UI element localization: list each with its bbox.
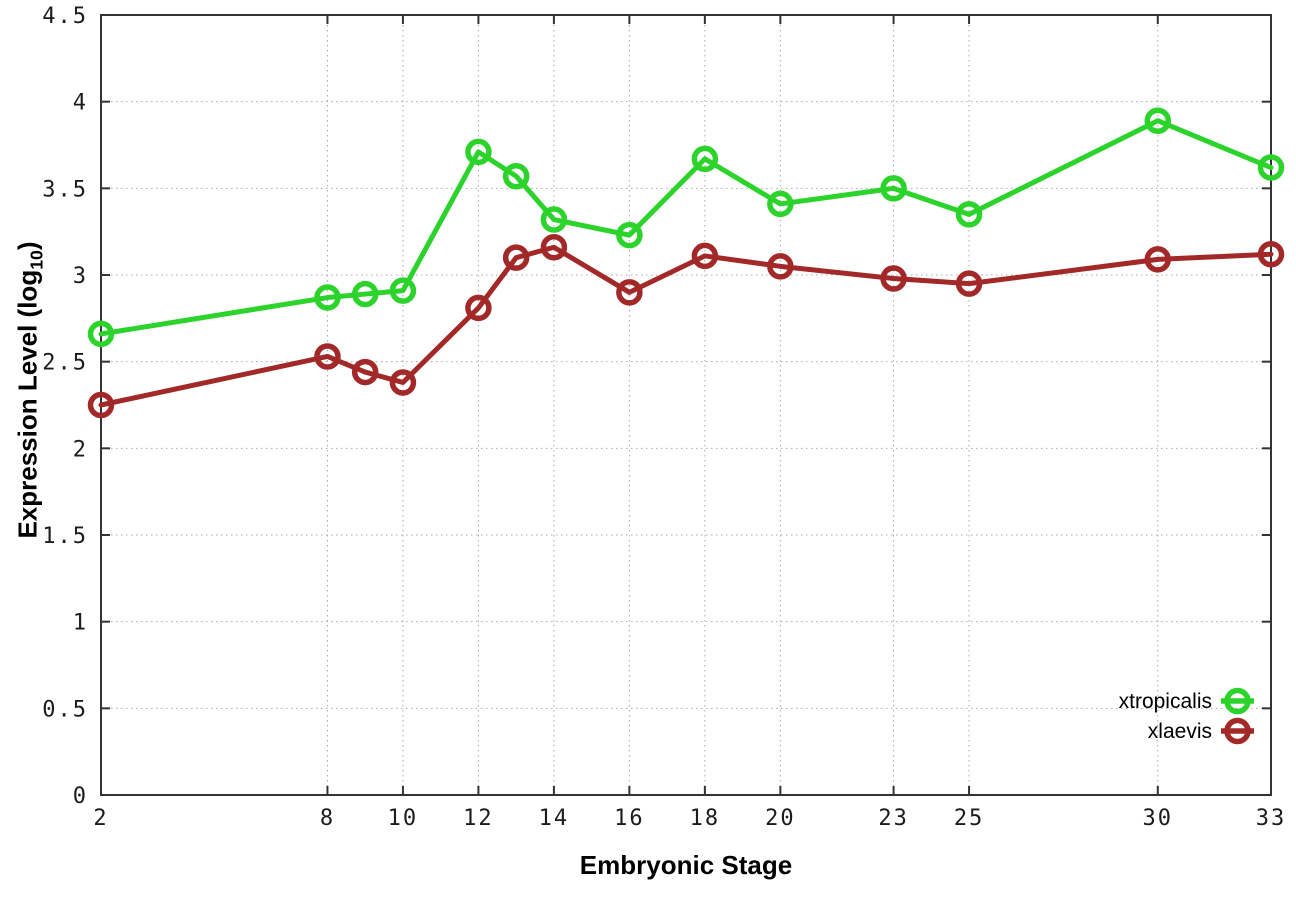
data-point-marker-xlaevis (87, 391, 115, 419)
x-tick-label: 20 (765, 806, 796, 831)
x-tick-label: 16 (614, 806, 645, 831)
x-tick-label: 2 (93, 806, 108, 831)
data-point-marker-xtropicalis (691, 145, 719, 173)
y-tick-label: 0 (73, 784, 88, 809)
x-tick-label: 10 (388, 806, 419, 831)
data-point-marker-xtropicalis (314, 284, 341, 311)
data-point-marker-xtropicalis (880, 175, 907, 202)
data-point-marker-xlaevis (1257, 240, 1285, 268)
x-tick-label: 25 (954, 806, 985, 831)
data-point-marker-xtropicalis (502, 162, 530, 190)
y-axis-title: Expression Level (log10) (12, 241, 47, 538)
data-point-marker-xtropicalis (955, 201, 983, 228)
data-point-marker-xlaevis (389, 369, 417, 396)
data-point-marker-xtropicalis (616, 221, 643, 249)
data-point-marker-xlaevis (691, 242, 719, 270)
y-tick-label: 0.5 (42, 697, 88, 722)
y-axis-title-text: Expression Level (log (12, 269, 43, 539)
legend-label-xlaevis: xlaevis (1148, 720, 1212, 743)
data-point-marker-xlaevis (767, 253, 794, 280)
x-axis-title: Embryonic Stage (579, 850, 793, 880)
data-point-marker-xtropicalis (465, 138, 492, 166)
data-point-marker-xlaevis (502, 244, 530, 271)
y-tick-label: 3 (73, 264, 88, 289)
legend: xtropicalis xlaevis (1119, 687, 1254, 745)
data-point-marker-xlaevis (465, 294, 492, 322)
legend-label-xtropicalis: xtropicalis (1119, 690, 1212, 713)
y-tick-label: 2 (73, 437, 88, 462)
series-line-xlaevis (98, 244, 1274, 408)
plot-layer: 2 8 10 12 14 16 18 20 23 25 30 33 0 0.5 1 1.5 2 2.5 3 3.5 4 4… (42, 4, 1287, 831)
legend-marker-xtropicalis-icon (1224, 687, 1251, 715)
data-point-marker-xtropicalis (1257, 154, 1285, 181)
legend-marker-xlaevis-icon (1224, 717, 1251, 745)
y-tick-label: 3.5 (42, 177, 88, 202)
data-point-marker-xlaevis (314, 343, 341, 370)
data-point-marker-xlaevis (616, 279, 643, 306)
data-point-marker-xtropicalis (389, 277, 417, 304)
x-tick-label: 14 (539, 806, 570, 831)
y-tick-label: 1.5 (42, 524, 88, 549)
y-tick-label: 2.5 (42, 351, 88, 376)
x-tick-label: 12 (463, 806, 494, 831)
data-point-marker-xtropicalis (540, 206, 568, 233)
x-tick-label: 33 (1256, 806, 1287, 831)
legend-entry-xlaevis: xlaevis (1148, 717, 1254, 745)
data-point-marker-xlaevis (955, 270, 983, 297)
y-axis-title-subscript: 10 (26, 250, 47, 270)
y-tick-label: 1 (73, 611, 88, 636)
data-point-marker-xlaevis (880, 265, 907, 292)
x-tick-label: 18 (690, 806, 721, 831)
x-tick-label: 30 (1143, 806, 1174, 831)
x-tick-label: 8 (320, 806, 335, 831)
y-tick-label: 4 (73, 91, 88, 116)
data-point-marker-xtropicalis (1144, 107, 1172, 134)
y-tick-label: 4.5 (42, 4, 88, 29)
plot-border (100, 14, 1272, 796)
legend-entry-xtropicalis: xtropicalis (1119, 687, 1254, 715)
x-tick-label: 23 (878, 806, 909, 831)
data-point-marker-xlaevis (540, 234, 568, 261)
series-line-xtropicalis (98, 118, 1274, 337)
data-point-marker-xtropicalis (87, 320, 115, 348)
data-point-marker-xtropicalis (351, 280, 379, 308)
data-point-marker-xlaevis (351, 358, 379, 386)
data-point-marker-xtropicalis (767, 190, 794, 218)
y-axis-title-suffix: ) (12, 241, 43, 251)
data-point-marker-xlaevis (1144, 246, 1172, 273)
